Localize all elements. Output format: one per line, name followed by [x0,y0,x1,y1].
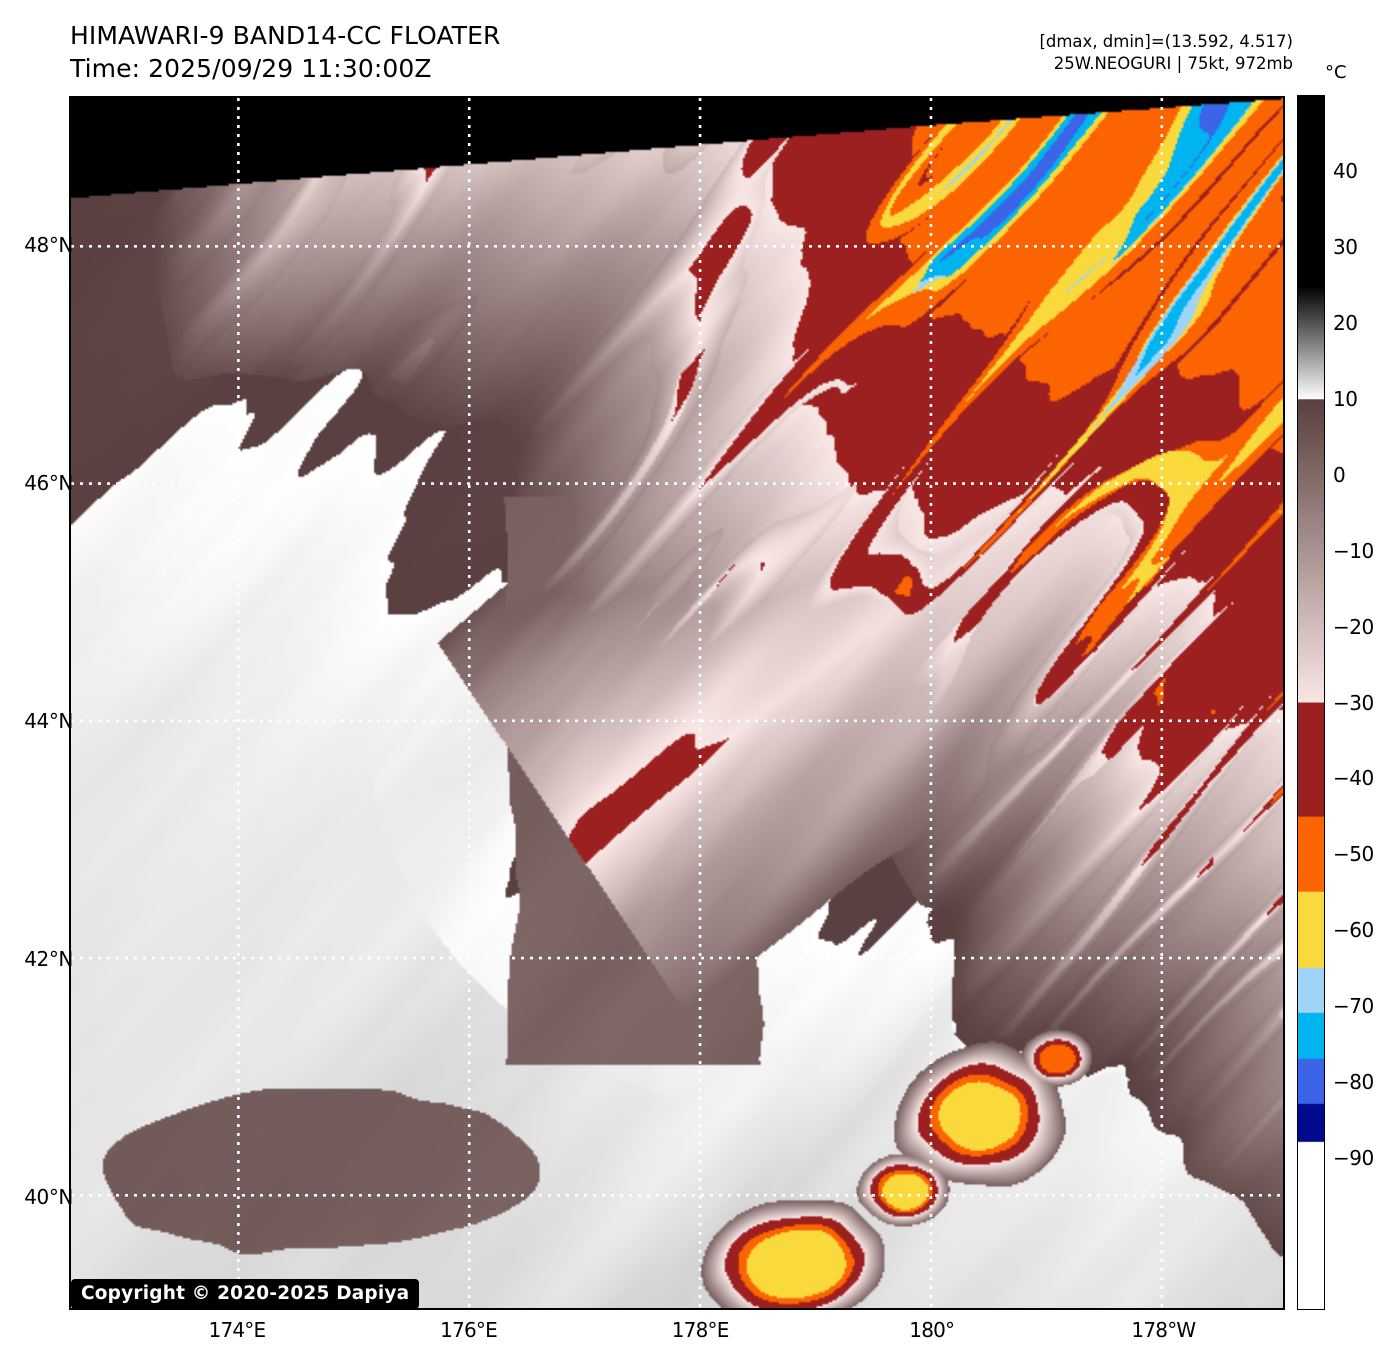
lat-tick-label: 48°N [24,232,73,257]
dminmax-label: [dmax, dmin]=(13.592, 4.517) [1039,32,1293,51]
colorbar-tick-label: −90 [1333,1146,1374,1171]
colorbar-tick-label: −40 [1333,766,1374,791]
colorbar-tick-label: 40 [1333,158,1358,183]
colorbar-gradient [1298,96,1324,1309]
colorbar-tick-label: −50 [1333,842,1374,867]
title-block: HIMAWARI-9 BAND14-CC FLOATER Time: 2025/… [70,20,501,85]
lat-tick-label: 40°N [24,1184,73,1209]
colorbar-tick-label: −20 [1333,614,1374,639]
page-title: HIMAWARI-9 BAND14-CC FLOATER [70,21,501,50]
colorbar-tick-label: 0 [1333,462,1346,487]
lon-tick-label: 178°W [1131,1318,1196,1342]
colorbar[interactable] [1297,95,1325,1310]
lon-tick-label: 174°E [208,1318,267,1342]
colorbar-unit-label: °C [1325,62,1347,83]
copyright-banner: Copyright © 2020-2025 Dapiya [71,1279,420,1309]
colorbar-tick-label: −10 [1333,538,1374,563]
colorbar-tick-label: 10 [1333,386,1358,411]
lat-tick-label: 42°N [24,946,73,971]
lat-tick-label: 46°N [24,470,73,495]
lon-tick-label: 176°E [440,1318,498,1342]
colorbar-tick-label: −80 [1333,1070,1374,1095]
colorbar-tick-label: −60 [1333,918,1374,943]
timestamp-label: Time: 2025/09/29 11:30:00Z [70,53,432,83]
colorbar-tick-label: −70 [1333,994,1374,1019]
colorbar-tick-label: −30 [1333,690,1374,715]
colorbar-tick-label: 30 [1333,234,1358,259]
satellite-imagery-canvas [71,98,1283,1308]
lon-tick-label: 180° [909,1318,955,1342]
storm-info-label: 25W.NEOGURI | 75kt, 972mb [1053,53,1293,73]
satellite-image-plot[interactable] [69,96,1285,1310]
lat-tick-label: 44°N [24,708,73,733]
metadata-block: [dmax, dmin]=(13.592, 4.517) 25W.NEOGURI… [1039,31,1293,75]
lon-tick-label: 178°E [671,1318,730,1342]
colorbar-tick-label: 20 [1333,310,1358,335]
